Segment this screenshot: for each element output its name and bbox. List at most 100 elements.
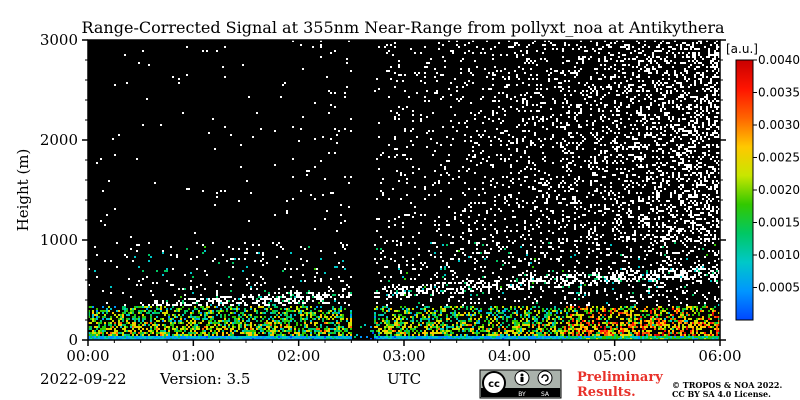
heatmap-cell: [154, 318, 156, 320]
heatmap-cell: [212, 302, 214, 304]
heatmap-cell: [324, 328, 326, 330]
heatmap-cell: [380, 328, 382, 330]
heatmap-cell: [188, 316, 190, 318]
heatmap-cell: [372, 332, 374, 334]
heatmap-cell: [188, 332, 190, 334]
heatmap-cell: [448, 224, 450, 226]
heatmap-cell: [454, 218, 456, 220]
heatmap-cell: [216, 290, 218, 292]
heatmap-cell: [496, 308, 498, 310]
heatmap-cell: [500, 122, 502, 124]
heatmap-cell: [544, 156, 546, 158]
heatmap-cell: [528, 330, 530, 332]
heatmap-cell: [576, 272, 578, 274]
heatmap-cell: [318, 310, 320, 312]
heatmap-cell: [136, 334, 138, 336]
heatmap-cell: [486, 330, 488, 332]
heatmap-cell: [556, 176, 558, 178]
heatmap-cell: [386, 316, 388, 318]
heatmap-cell: [410, 294, 412, 296]
heatmap-cell: [92, 332, 94, 334]
heatmap-cell: [176, 332, 178, 334]
heatmap-cell: [148, 324, 150, 326]
heatmap-cell: [320, 46, 322, 48]
heatmap-cell: [580, 166, 582, 168]
heatmap-cell: [320, 332, 322, 334]
heatmap-cell: [136, 250, 138, 252]
heatmap-cell: [576, 148, 578, 150]
heatmap-cell: [580, 58, 582, 60]
heatmap-cell: [396, 326, 398, 328]
heatmap-cell: [400, 294, 402, 296]
heatmap-cell: [560, 310, 562, 312]
heatmap-cell: [232, 326, 234, 328]
heatmap-cell: [596, 138, 598, 140]
heatmap-cell: [424, 332, 426, 334]
heatmap-cell: [102, 330, 104, 332]
heatmap-cell: [294, 320, 296, 322]
heatmap-cell: [520, 328, 522, 330]
heatmap-cell: [406, 158, 408, 160]
heatmap-cell: [558, 260, 560, 262]
heatmap-cell: [510, 316, 512, 318]
heatmap-cell: [524, 280, 526, 282]
heatmap-cell: [320, 336, 322, 338]
heatmap-cell: [564, 80, 566, 82]
heatmap-cell: [498, 330, 500, 332]
heatmap-cell: [562, 332, 564, 334]
heatmap-cell: [520, 288, 522, 290]
heatmap-cell: [464, 322, 466, 324]
heatmap-cell: [580, 92, 582, 94]
heatmap-cell: [590, 56, 592, 58]
heatmap-cell: [518, 172, 520, 174]
heatmap-cell: [186, 328, 188, 330]
heatmap-cell: [464, 182, 466, 184]
heatmap-cell: [476, 130, 478, 132]
heatmap-cell: [456, 318, 458, 320]
heatmap-cell: [276, 296, 278, 298]
heatmap-cell: [156, 332, 158, 334]
heatmap-cell: [500, 332, 502, 334]
heatmap-cell: [584, 214, 586, 216]
heatmap-cell: [176, 316, 178, 318]
heatmap-cell: [462, 288, 464, 290]
heatmap-cell: [304, 324, 306, 326]
heatmap-cell: [190, 328, 192, 330]
heatmap-cell: [270, 336, 272, 338]
heatmap-cell: [532, 324, 534, 326]
heatmap-cell: [292, 300, 294, 302]
heatmap-cell: [216, 336, 218, 338]
heatmap-cell: [240, 338, 242, 340]
heatmap-cell: [576, 190, 578, 192]
heatmap-cell: [184, 326, 186, 328]
heatmap-cell: [192, 310, 194, 312]
heatmap-cell: [294, 296, 296, 298]
heatmap-cell: [576, 62, 578, 64]
heatmap-cell: [484, 218, 486, 220]
heatmap-cell: [510, 252, 512, 254]
heatmap-cell: [382, 194, 384, 196]
heatmap-cell: [146, 332, 148, 334]
heatmap-cell: [340, 214, 342, 216]
heatmap-cell: [510, 330, 512, 332]
heatmap-cell: [282, 294, 284, 296]
heatmap-cell: [428, 288, 430, 290]
heatmap-cell: [580, 40, 582, 42]
heatmap-cell: [256, 326, 258, 328]
heatmap-cell: [552, 114, 554, 116]
heatmap-cell: [314, 312, 316, 314]
heatmap-cell: [194, 316, 196, 318]
heatmap-cell: [584, 338, 586, 340]
heatmap-cell: [348, 326, 350, 328]
heatmap-cell: [294, 326, 296, 328]
heatmap-cell: [550, 178, 552, 180]
heatmap-cell: [380, 322, 382, 324]
heatmap-cell: [438, 322, 440, 324]
heatmap-cell: [524, 322, 526, 324]
heatmap-cell: [336, 328, 338, 330]
heatmap-cell: [244, 326, 246, 328]
heatmap-cell: [330, 104, 332, 106]
heatmap-cell: [594, 172, 596, 174]
heatmap-cell: [440, 290, 442, 292]
heatmap-cell: [328, 318, 330, 320]
